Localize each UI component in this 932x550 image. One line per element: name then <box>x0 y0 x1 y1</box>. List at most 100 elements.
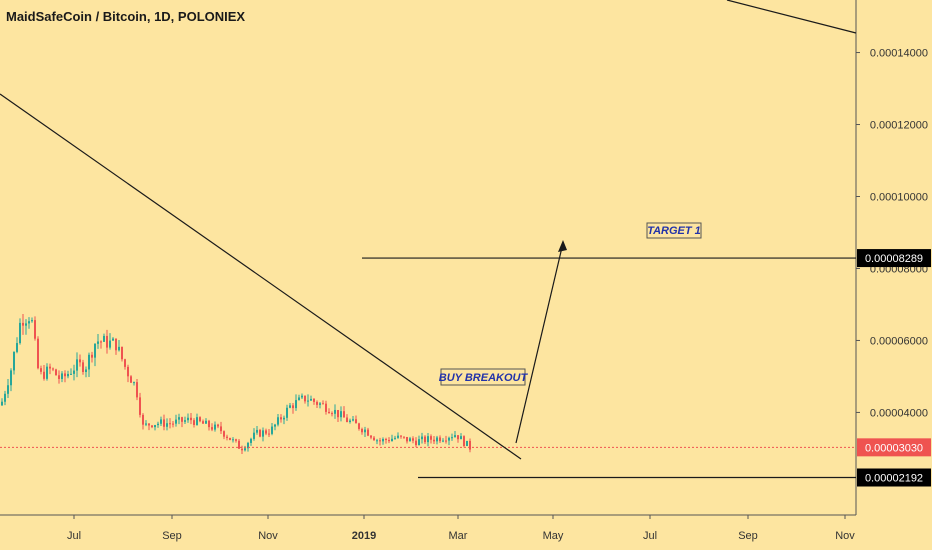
annotation-box[interactable] <box>646 222 702 239</box>
candle-body <box>58 375 60 379</box>
candle-body <box>367 429 369 436</box>
candle-body <box>133 382 135 384</box>
candle-body <box>406 436 408 442</box>
candle-body <box>259 429 261 437</box>
x-tick-label: Sep <box>162 530 182 542</box>
price-badge-label: 0.00003030 <box>865 442 923 454</box>
candle-body <box>454 435 456 438</box>
arrow-head-icon <box>558 240 567 252</box>
candle-body <box>235 439 237 441</box>
candle-body <box>208 420 210 428</box>
candle-body <box>7 385 9 394</box>
candle-body <box>157 423 159 426</box>
x-tick-label: 2019 <box>352 530 376 542</box>
candle-body <box>376 440 378 442</box>
candle-body <box>361 428 363 433</box>
candle-body <box>4 393 6 402</box>
upper-trendline[interactable] <box>726 0 857 34</box>
candle-body <box>25 323 27 326</box>
candle-body <box>109 340 111 348</box>
annotation-box[interactable] <box>440 368 526 386</box>
candle-body <box>421 436 423 440</box>
candle-body <box>337 409 339 418</box>
candle-body <box>310 398 312 401</box>
candle-body <box>301 395 303 398</box>
candle-body <box>439 437 441 442</box>
candle-body <box>127 366 129 377</box>
candle-body <box>64 373 66 377</box>
candle-body <box>253 432 255 439</box>
price-badge <box>857 249 931 268</box>
candle-body <box>382 438 384 442</box>
candle-body <box>424 436 426 443</box>
candle-body <box>451 437 453 439</box>
candle-body <box>112 338 114 341</box>
candle-body <box>391 438 393 442</box>
price-badge <box>857 438 931 457</box>
candle-body <box>79 359 81 363</box>
candle-body <box>265 430 267 434</box>
candle-body <box>1 401 3 406</box>
candle-body <box>226 436 228 438</box>
descending-trendline[interactable] <box>0 93 522 460</box>
candle-body <box>298 397 300 401</box>
candle-body <box>394 437 396 439</box>
candle-body <box>373 437 375 441</box>
candle-body <box>181 417 183 422</box>
candle-body <box>433 439 435 442</box>
candle-body <box>106 335 108 348</box>
candle-body <box>322 403 324 405</box>
candle-body <box>166 423 168 427</box>
candle-body <box>214 424 216 430</box>
candle-body <box>202 421 204 424</box>
candle-body <box>409 438 411 442</box>
price-badge-label: 0.00008289 <box>865 253 923 265</box>
candle-body <box>241 448 243 451</box>
candle-body <box>346 417 348 422</box>
candle-body <box>199 417 201 422</box>
x-tick-label: Jul <box>643 530 657 542</box>
candle-body <box>334 409 336 414</box>
y-tick-label: 0.00012000 <box>870 120 928 132</box>
candle-body <box>331 413 333 415</box>
chart-title: MaidSafeCoin / Bitcoin, 1D, POLONIEX <box>6 9 246 24</box>
y-tick-label: 0.00010000 <box>870 191 928 203</box>
candle-body <box>385 438 387 441</box>
x-tick-label: Mar <box>449 530 468 542</box>
candle-body <box>460 436 462 440</box>
candle-body <box>220 426 222 432</box>
candle-body <box>16 343 18 352</box>
candle-body <box>355 419 357 424</box>
candle-body <box>61 373 63 379</box>
candle-body <box>397 435 399 438</box>
candle-body <box>295 400 297 409</box>
candle-body <box>70 373 72 375</box>
candle-body <box>115 338 117 351</box>
x-tick-label: Nov <box>835 530 855 542</box>
candle-body <box>100 341 102 343</box>
candle-body <box>139 397 141 415</box>
candle-body <box>271 426 273 434</box>
breakout-arrow[interactable] <box>515 242 564 444</box>
candle-body <box>172 423 174 425</box>
candle-body <box>313 398 315 402</box>
x-tick-label: Nov <box>258 530 278 542</box>
candle-body <box>280 417 282 420</box>
candle-body <box>55 369 57 376</box>
candle-body <box>370 435 372 438</box>
candle-body <box>340 411 342 418</box>
candle-body <box>211 427 213 430</box>
candle-body <box>88 354 90 370</box>
candle-body <box>448 437 450 441</box>
candle-body <box>244 448 246 451</box>
candle-body <box>130 376 132 383</box>
candle-body <box>262 430 264 437</box>
candle-body <box>82 362 84 373</box>
candle-body <box>31 320 33 322</box>
candle-body <box>13 351 15 371</box>
candle-body <box>223 431 225 437</box>
candle-body <box>343 411 345 418</box>
candle-body <box>94 343 96 358</box>
